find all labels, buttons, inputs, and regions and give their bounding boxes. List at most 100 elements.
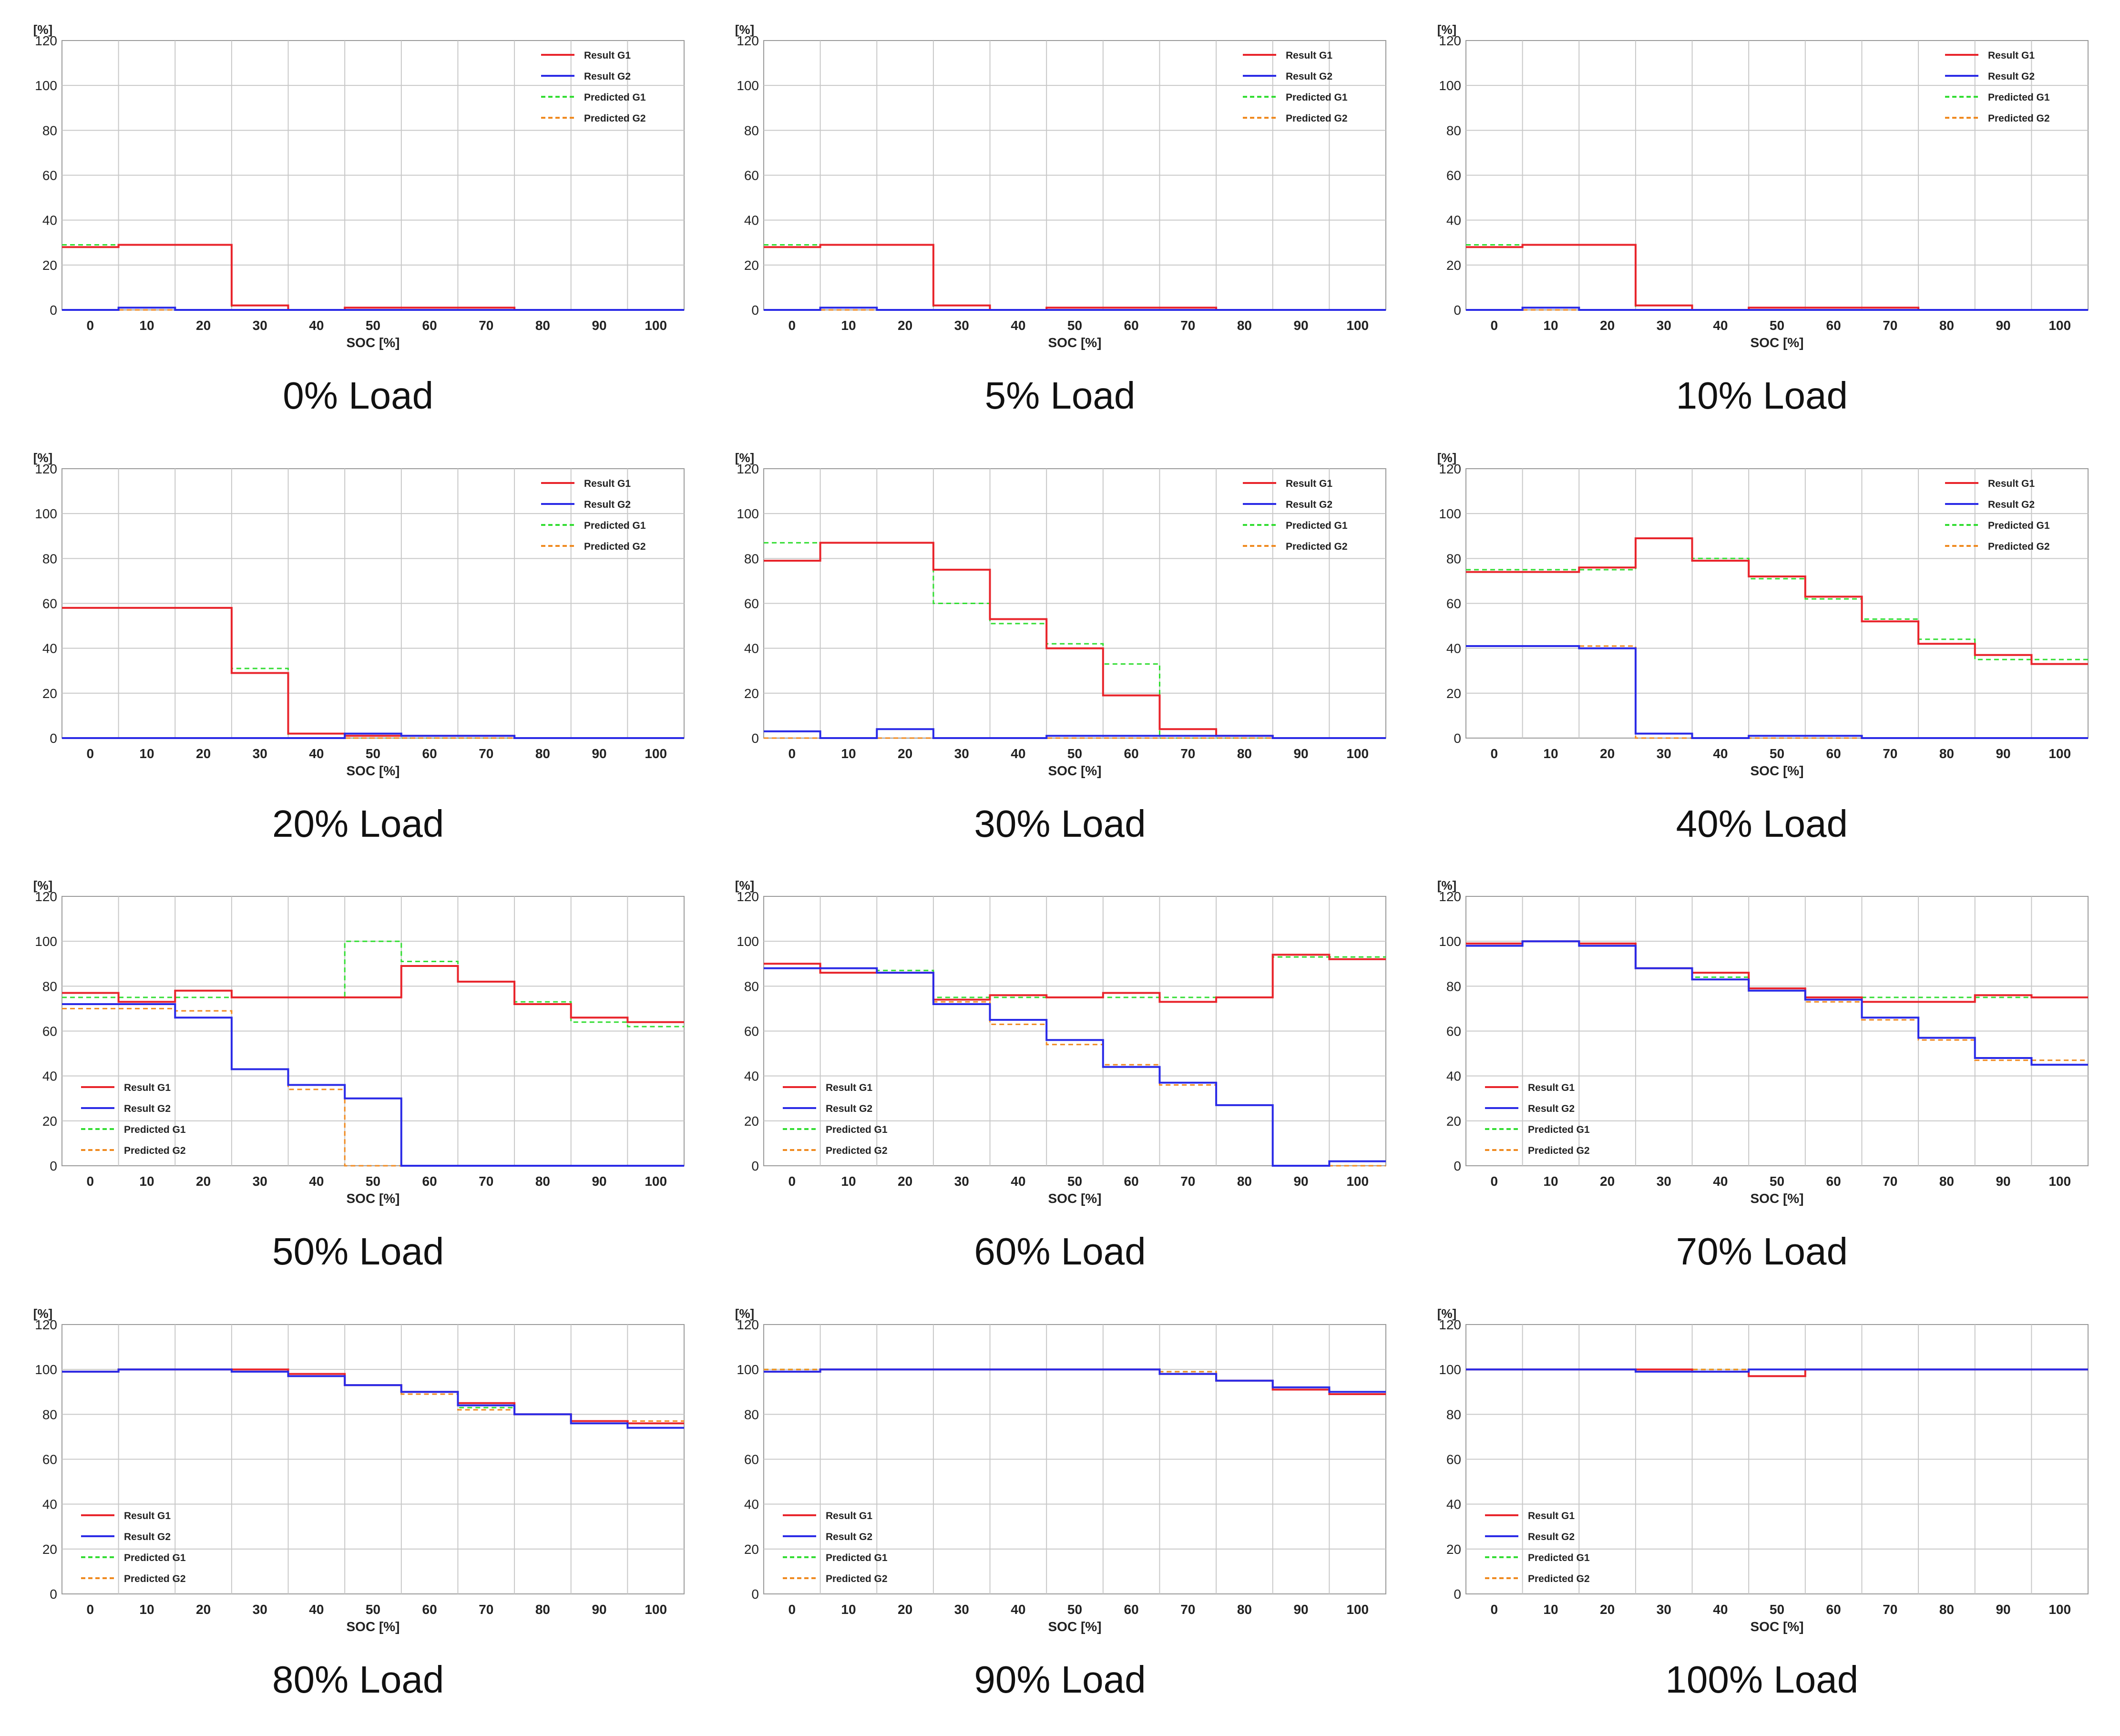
y-tick-label: 20 xyxy=(42,1541,57,1556)
legend-label: Predicted G1 xyxy=(1988,520,2050,531)
x-tick-label: 30 xyxy=(1656,318,1671,333)
legend-label: Predicted G1 xyxy=(1528,1552,1590,1563)
y-axis-label: [%] xyxy=(1437,451,1456,465)
series-line-result-g2 xyxy=(764,1368,1386,1393)
chart-caption: 60% Load xyxy=(974,1230,1146,1273)
x-tick-label: 0 xyxy=(789,318,796,333)
y-tick-label: 0 xyxy=(752,731,759,746)
x-tick-label: 0 xyxy=(87,1602,94,1617)
legend-label: Predicted G1 xyxy=(1528,1124,1590,1135)
chart-caption: 5% Load xyxy=(984,374,1136,417)
x-tick-label: 100 xyxy=(645,746,667,761)
x-tick-label: 90 xyxy=(1996,1602,2010,1617)
x-tick-label: 40 xyxy=(1011,318,1026,333)
x-tick-label: 40 xyxy=(309,318,324,333)
x-tick-label: 0 xyxy=(1490,318,1498,333)
y-tick-label: 80 xyxy=(42,123,57,138)
y-tick-label: 0 xyxy=(50,1159,57,1173)
legend-label: Result G1 xyxy=(584,478,631,489)
y-tick-label: 40 xyxy=(1446,1069,1461,1084)
x-axis-label: SOC [%] xyxy=(347,1619,400,1634)
x-tick-label: 40 xyxy=(1011,1602,1026,1617)
x-tick-label: 80 xyxy=(1939,1174,1954,1189)
x-tick-label: 80 xyxy=(1237,1602,1252,1617)
x-tick-label: 60 xyxy=(422,746,437,761)
y-tick-label: 80 xyxy=(744,979,759,994)
y-tick-label: 20 xyxy=(744,1541,759,1556)
legend: Result G1 Result G2 Predicted G1 Predicted … xyxy=(541,50,646,124)
y-tick-label: 60 xyxy=(42,168,57,183)
y-tick-label: 120 xyxy=(35,462,57,476)
y-axis-label: [%] xyxy=(735,22,754,37)
x-tick-label: 60 xyxy=(1124,318,1139,333)
x-tick-label: 10 xyxy=(841,1602,856,1617)
legend: Result G1 Result G2 Predicted G1 Predicted … xyxy=(783,1510,888,1584)
series-line-result-g2 xyxy=(1465,307,2088,311)
x-tick-label: 30 xyxy=(954,318,969,333)
x-tick-label: 80 xyxy=(1237,746,1252,761)
y-tick-label: 80 xyxy=(42,1407,57,1422)
y-tick-label: 100 xyxy=(35,1362,57,1377)
y-tick-label: 80 xyxy=(1446,551,1461,566)
y-tick-label: 0 xyxy=(50,731,57,746)
series-line-result-g2 xyxy=(62,307,684,311)
legend-label: Result G2 xyxy=(1988,71,2035,82)
legend-label: Predicted G2 xyxy=(124,1573,186,1584)
y-tick-label: 20 xyxy=(744,1114,759,1129)
x-tick-label: 80 xyxy=(1237,1174,1252,1189)
x-tick-label: 60 xyxy=(1826,1602,1841,1617)
x-tick-label: 10 xyxy=(139,318,154,333)
y-tick-label: 80 xyxy=(744,551,759,566)
series-line-result-g2 xyxy=(62,1003,684,1167)
y-tick-label: 40 xyxy=(744,641,759,656)
x-tick-label: 80 xyxy=(1939,318,1954,333)
x-tick-label: 90 xyxy=(592,1174,606,1189)
x-tick-label: 50 xyxy=(1067,1602,1082,1617)
x-tick-label: 10 xyxy=(1543,318,1558,333)
legend: Result G1 Result G2 Predicted G1 Predicted … xyxy=(1485,1510,1590,1584)
chart-caption: 10% Load xyxy=(1676,374,1848,417)
y-tick-label: 60 xyxy=(1446,596,1461,611)
x-tick-label: 60 xyxy=(1826,318,1841,333)
legend-label: Predicted G2 xyxy=(1988,113,2050,124)
chart-caption: 90% Load xyxy=(974,1658,1146,1701)
x-tick-label: 100 xyxy=(2048,318,2071,333)
legend-label: Predicted G1 xyxy=(1988,92,2050,103)
x-tick-label: 0 xyxy=(1490,1174,1498,1189)
chart-svg: 0 20 40 60 80 100 120 0 10 20 30 40 50 60 70 80 90 100 SOC… xyxy=(735,451,1387,778)
x-tick-label: 50 xyxy=(1067,318,1082,333)
chart-svg: 0 20 40 60 80 100 120 0 10 20 30 40 50 60 70 80 90 100 SOC… xyxy=(33,22,685,350)
x-tick-label: 60 xyxy=(422,1174,437,1189)
x-tick-label: 70 xyxy=(479,746,493,761)
legend-label: Predicted G1 xyxy=(584,520,646,531)
x-tick-label: 100 xyxy=(1347,1174,1369,1189)
x-tick-label: 30 xyxy=(954,746,969,761)
x-tick-label: 20 xyxy=(1600,1602,1615,1617)
x-tick-label: 10 xyxy=(139,746,154,761)
x-tick-label: 70 xyxy=(1181,1174,1196,1189)
x-tick-label: 50 xyxy=(1770,1174,1784,1189)
y-tick-label: 100 xyxy=(737,506,759,521)
x-tick-label: 40 xyxy=(1011,746,1026,761)
legend-label: Result G1 xyxy=(1528,1082,1575,1093)
y-tick-label: 120 xyxy=(737,462,759,476)
series-line-result-g2 xyxy=(764,307,1386,311)
legend: Result G1 Result G2 Predicted G1 Predicted … xyxy=(541,478,646,552)
x-axis-label: SOC [%] xyxy=(347,1191,400,1206)
x-axis-label: SOC [%] xyxy=(1750,1619,1803,1634)
legend-label: Predicted G2 xyxy=(584,541,646,552)
x-tick-label: 60 xyxy=(422,318,437,333)
x-tick-label: 90 xyxy=(592,746,606,761)
series-line-result-g2 xyxy=(764,728,1386,739)
x-axis-label: SOC [%] xyxy=(1750,335,1803,350)
x-axis-label: SOC [%] xyxy=(1750,1191,1803,1206)
chart-caption: 40% Load xyxy=(1676,802,1848,845)
legend-label: Result G1 xyxy=(826,1082,872,1093)
y-axis-label: [%] xyxy=(33,878,52,893)
legend-label: Predicted G1 xyxy=(1286,520,1348,531)
legend-label: Result G1 xyxy=(826,1510,872,1521)
chart-svg: 0 20 40 60 80 100 120 0 10 20 30 40 50 60 70 80 90 100 SOC… xyxy=(1437,22,2089,350)
y-tick-label: 120 xyxy=(1439,462,1461,476)
y-tick-label: 20 xyxy=(42,258,57,273)
legend-label: Result G2 xyxy=(584,499,631,510)
